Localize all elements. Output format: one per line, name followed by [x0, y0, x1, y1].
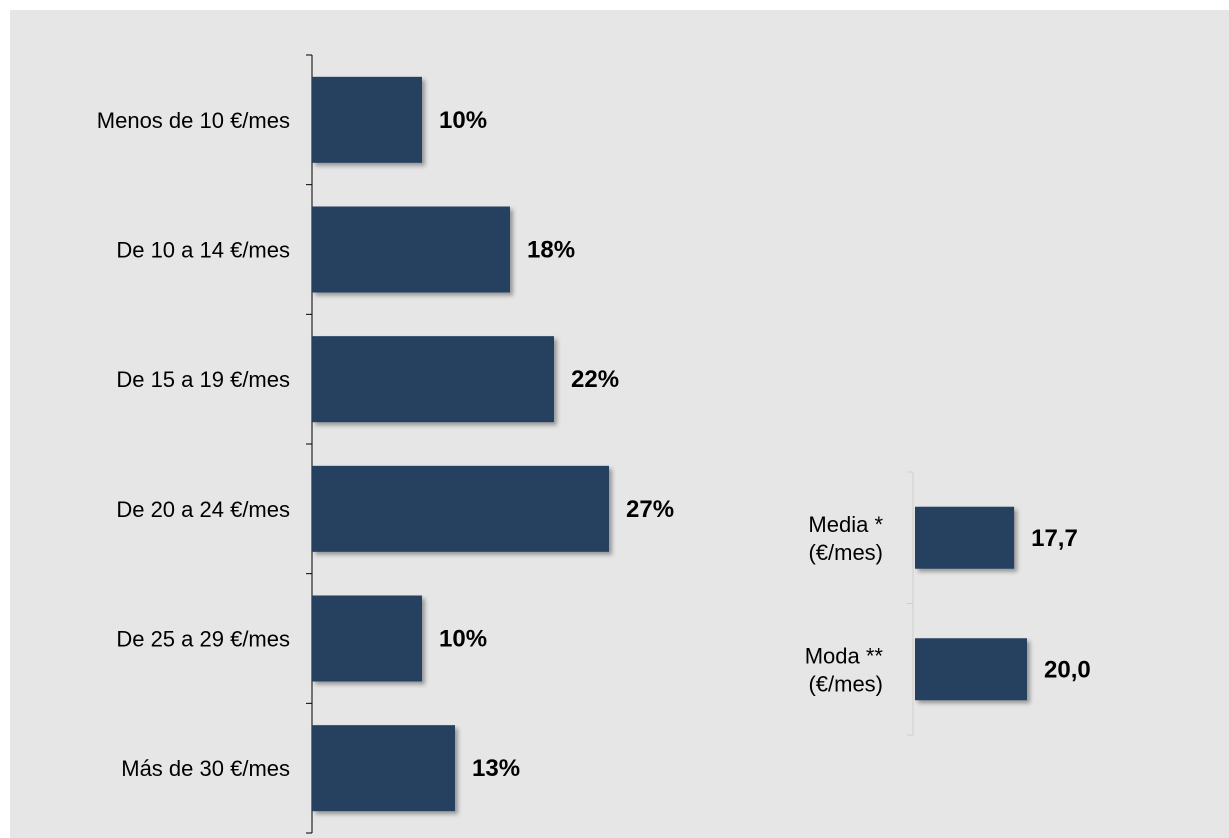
category-label: De 20 a 24 €/mes — [116, 497, 290, 522]
stats-category-label: (€/mes) — [808, 540, 883, 565]
category-label: Más de 30 €/mes — [121, 756, 290, 781]
stats-category-label: Moda ** — [805, 643, 884, 668]
stats-category-label: (€/mes) — [808, 671, 883, 696]
bar — [312, 336, 554, 423]
value-label: 18% — [527, 237, 575, 264]
chart-area: Menos de 10 €/mes 10% De 10 a 14 €/mes 18% D… — [10, 10, 1229, 838]
bar — [312, 725, 455, 812]
category-label: De 10 a 14 €/mes — [116, 238, 290, 263]
value-label: 13% — [472, 755, 520, 782]
value-label: 10% — [439, 626, 487, 653]
bar — [312, 465, 609, 552]
value-label: 22% — [571, 366, 619, 393]
stats-bar-chart: Media * (€/mes) 17,7 Moda ** (€/mes) 20,0 — [805, 471, 1091, 736]
bar — [312, 206, 510, 293]
bar — [312, 595, 422, 682]
bar — [312, 76, 422, 163]
distribution-chart: Menos de 10 €/mes 10% De 10 a 14 €/mes 18% D… — [97, 54, 1091, 834]
stats-value-label: 17,7 — [1031, 525, 1078, 552]
category-label: De 15 a 19 €/mes — [116, 367, 290, 392]
stats-bar — [915, 638, 1027, 701]
category-label: Menos de 10 €/mes — [97, 108, 290, 133]
category-label: De 25 a 29 €/mes — [116, 627, 290, 652]
stats-value-label: 20,0 — [1044, 656, 1091, 683]
value-label: 10% — [439, 107, 487, 134]
value-label: 27% — [626, 496, 674, 523]
stats-bar — [915, 506, 1015, 569]
main-bar-chart: Menos de 10 €/mes 10% De 10 a 14 €/mes 18% D… — [97, 54, 674, 834]
stats-category-label: Media * — [808, 512, 883, 537]
